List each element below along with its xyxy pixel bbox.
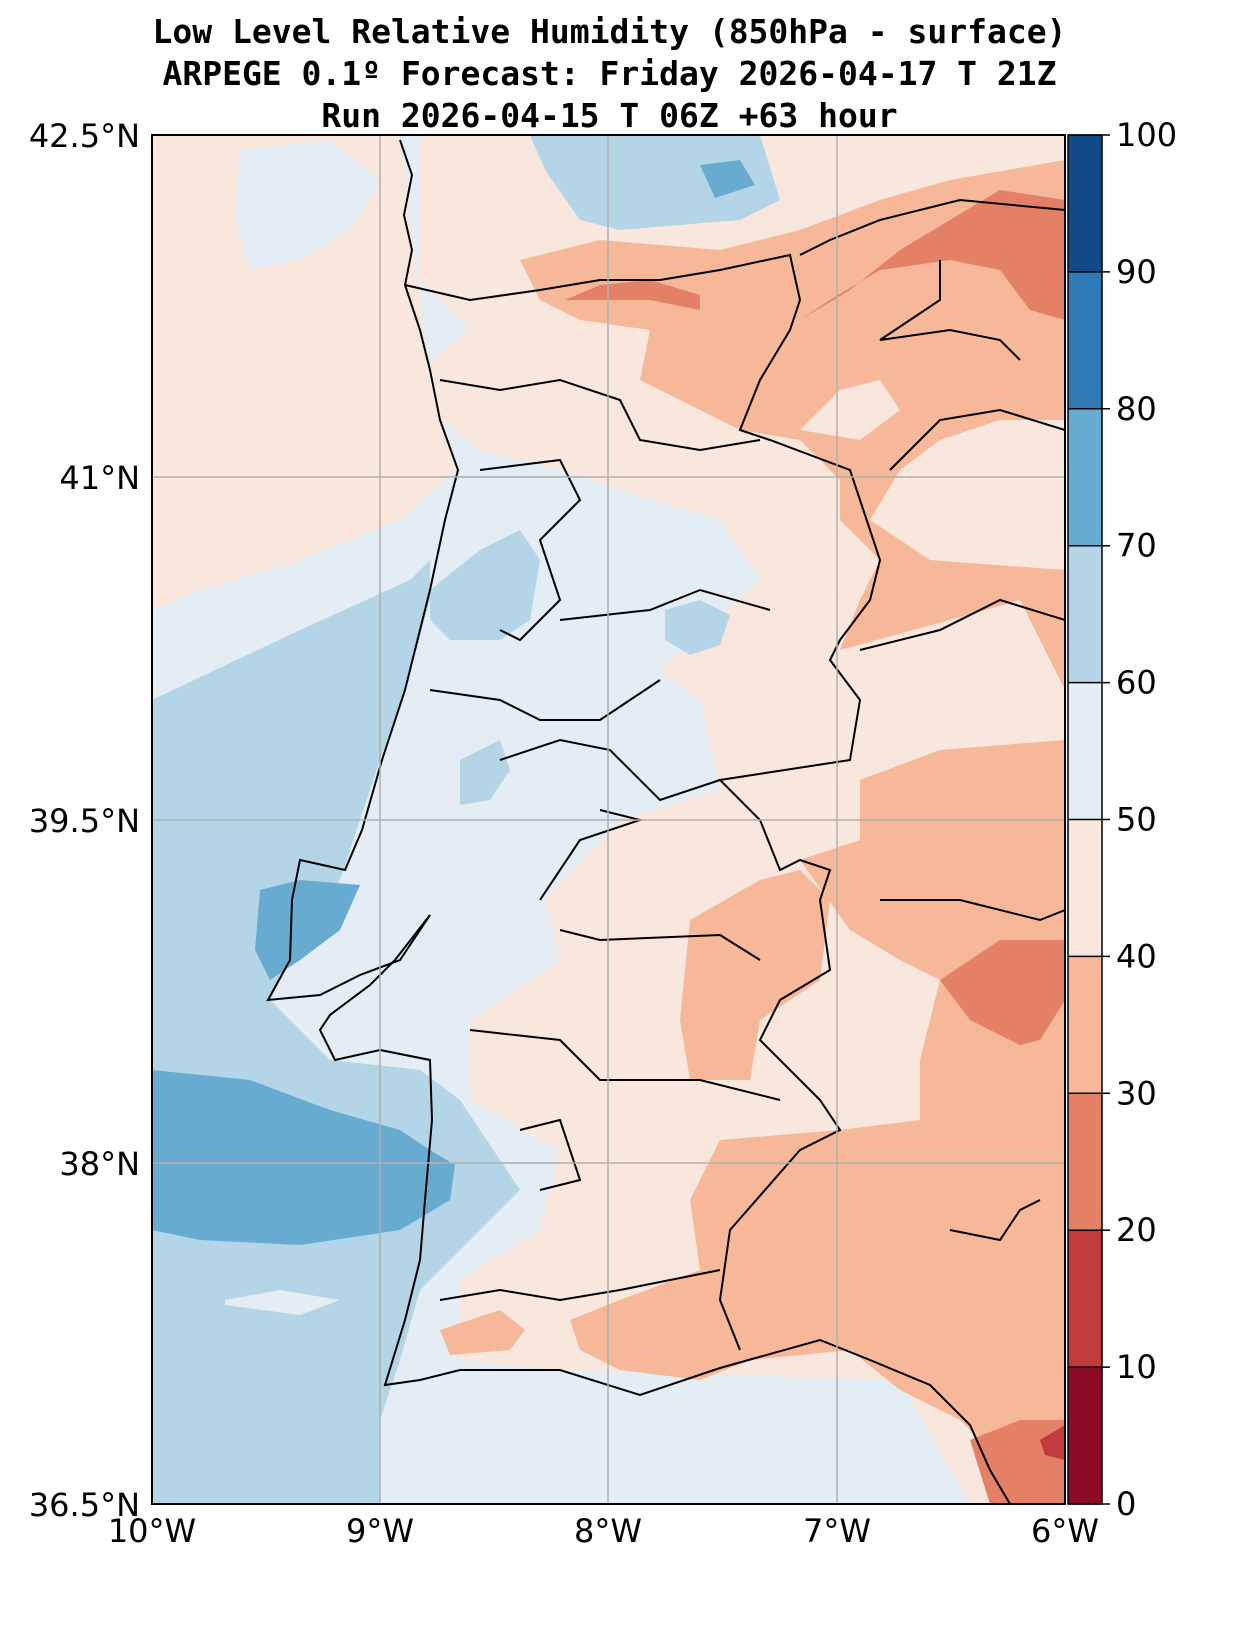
field-20-30-east — [940, 940, 1065, 1045]
title-line-3: Run 2026-04-15 T 06Z +63 hour — [321, 96, 898, 135]
field-20-30-north-band — [565, 280, 700, 310]
field-20-30-northeast — [800, 190, 1065, 320]
field-30-40-central — [680, 870, 830, 1080]
field-50-60-ocean-patch — [225, 1290, 340, 1315]
lat-labels: 42.5°N 41°N 39.5°N 38°N 36.5°N — [29, 117, 140, 1524]
lon-label: 7°W — [803, 1512, 871, 1550]
colorbar-segment — [1068, 1367, 1102, 1505]
field-70-80-roca — [255, 880, 360, 980]
lon-label: 8°W — [574, 1512, 642, 1550]
title-line-2: ARPEGE 0.1º Forecast: Friday 2026-04-17 … — [162, 54, 1057, 93]
field-10-20-southeast — [1040, 1425, 1065, 1460]
colorbar-label: 70 — [1116, 527, 1157, 565]
lat-label: 38°N — [59, 1145, 140, 1183]
coastline — [266, 139, 1011, 1504]
lon-label: 9°W — [346, 1512, 414, 1550]
colorbar-label: 80 — [1116, 390, 1157, 428]
lon-labels: 10°W 9°W 8°W 7°W 6°W — [108, 1512, 1099, 1550]
lat-label: 39.5°N — [29, 802, 140, 840]
colorbar-segment — [1068, 271, 1102, 410]
title-line-1: Low Level Relative Humidity (850hPa - su… — [152, 12, 1067, 51]
colorbar-label: 20 — [1116, 1211, 1157, 1249]
map-frame — [151, 134, 1066, 1505]
lon-label: 10°W — [108, 1512, 196, 1550]
colorbar-label: 30 — [1116, 1074, 1157, 1112]
colorbar-label: 0 — [1116, 1485, 1136, 1523]
colorbar-label: 50 — [1116, 801, 1157, 839]
lat-label: 42.5°N — [29, 117, 140, 155]
field-60-70-land-tejo — [460, 740, 510, 805]
field-40-50-north-patch — [800, 380, 900, 440]
border-portugal-spain — [404, 253, 882, 1351]
field-30-40-north — [520, 160, 1065, 1504]
field-60-70-ocean — [152, 560, 520, 1504]
lat-label: 36.5°N — [29, 1486, 140, 1524]
graticule — [152, 135, 1065, 1504]
colorbar-segment — [1068, 135, 1102, 273]
field-50-60-ocean-north — [235, 140, 380, 270]
field-60-70-land-north — [530, 135, 780, 230]
colorbar: 0 10 20 30 40 50 60 70 80 90 100 — [1067, 116, 1177, 1523]
colorbar-segment — [1068, 682, 1102, 820]
colorbar-segment — [1068, 819, 1102, 957]
colorbar-segment — [1068, 1093, 1102, 1231]
field-60-70-land-coast — [430, 530, 540, 640]
field-30-40-southwest — [440, 1310, 525, 1355]
field-60-70-land-center — [665, 600, 730, 655]
colorbar-label: 100 — [1116, 116, 1177, 154]
colorbar-segment — [1068, 956, 1102, 1094]
colorbar-label: 60 — [1116, 664, 1157, 702]
district-borders — [429, 198, 1065, 1302]
field-70-80-land-north — [700, 160, 755, 198]
colorbar-label: 90 — [1116, 253, 1157, 291]
colorbar-label: 40 — [1116, 937, 1157, 975]
colorbar-segment — [1068, 408, 1102, 547]
lon-label: 6°W — [1031, 1512, 1099, 1550]
colorbar-frame — [1067, 134, 1103, 1505]
colorbar-segment — [1068, 545, 1102, 684]
coastline-borders — [266, 139, 1065, 1504]
colorbar-segment — [1068, 1230, 1102, 1368]
colorbar-label: 10 — [1116, 1348, 1157, 1386]
lat-label: 41°N — [59, 459, 140, 497]
